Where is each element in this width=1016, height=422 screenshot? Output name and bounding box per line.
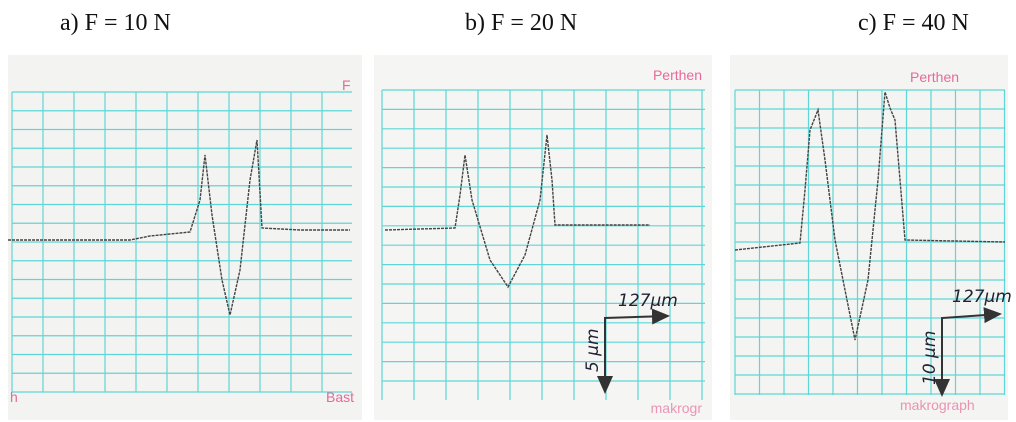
chart-brand: Bast: [326, 389, 354, 405]
scale-label: 127µm: [952, 287, 1012, 307]
caption: a) F = 10 N: [60, 10, 171, 36]
scale-label: 5 µm: [583, 328, 603, 372]
chart-brand: F: [342, 77, 351, 93]
chart-brand: h: [10, 389, 18, 405]
chart-brand: makrogr: [651, 400, 703, 416]
chart-brand: makrograph: [900, 397, 975, 413]
paper: [374, 55, 712, 420]
chart-brand: Perthen: [910, 69, 959, 85]
paper: [730, 55, 1008, 420]
trace: [384, 134, 650, 289]
caption: c) F = 40 N: [858, 10, 969, 36]
scale-label: 10 µm: [920, 331, 940, 385]
arrow: [604, 308, 670, 345]
caption: b) F = 20 N: [465, 10, 577, 36]
scale-label: 127µm: [618, 291, 678, 311]
chart-brand: Perthen: [653, 67, 702, 83]
trace: [734, 91, 1006, 341]
paper: [8, 55, 362, 420]
